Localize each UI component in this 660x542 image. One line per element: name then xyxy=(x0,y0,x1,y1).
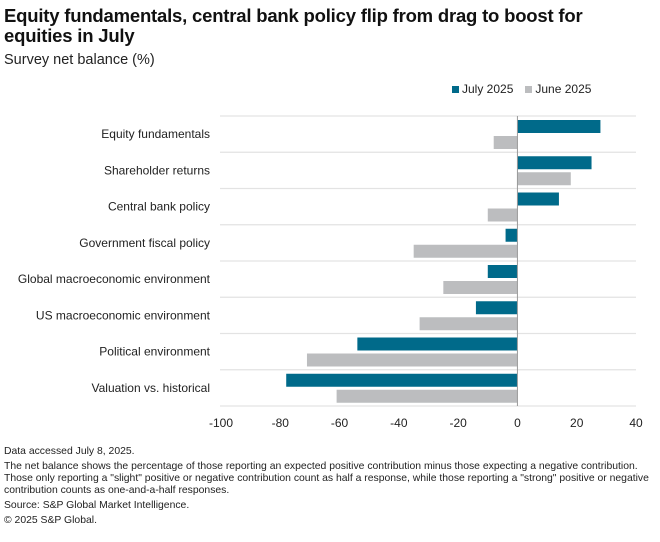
x-tick-label: -20 xyxy=(449,416,467,430)
bar-june-2025 xyxy=(336,389,518,403)
legend-item-july: July 2025 xyxy=(452,82,513,96)
legend: July 2025 June 2025 xyxy=(452,82,603,96)
category-labels: Equity fundamentals Shareholder returns Ce… xyxy=(18,127,211,395)
x-tick-label: -100 xyxy=(209,416,233,430)
bar-june-2025 xyxy=(413,244,518,258)
category-label: Central bank policy xyxy=(108,200,210,214)
category-label: Global macroeconomic environment xyxy=(18,272,211,286)
legend-label-june: June 2025 xyxy=(535,82,592,96)
legend-label-july: July 2025 xyxy=(462,82,514,96)
bar-july-2025 xyxy=(286,373,518,387)
footer-note: The net balance shows the percentage of … xyxy=(4,460,649,497)
legend-swatch-july xyxy=(452,85,459,93)
category-label: Political environment xyxy=(99,345,210,359)
x-tick-label: -60 xyxy=(331,416,349,430)
bar-june-2025 xyxy=(443,281,518,294)
bar-july-2025 xyxy=(487,265,518,278)
category-label: Shareholder returns xyxy=(104,163,210,177)
legend-swatch-june xyxy=(525,85,533,93)
x-tick-label: -80 xyxy=(272,416,290,430)
bar-july-2025 xyxy=(517,192,559,206)
category-label: Government fiscal policy xyxy=(79,236,210,250)
x-tick-label: -40 xyxy=(390,416,408,430)
footer: Data accessed July 8, 2025. The net bala… xyxy=(4,446,656,529)
bar-july-2025 xyxy=(517,156,592,170)
chart-subtitle: Survey net balance (%) xyxy=(4,52,155,68)
bar-july-2025 xyxy=(357,337,518,351)
footer-copyright: © 2025 S&P Global. xyxy=(4,514,97,526)
gridlines xyxy=(220,115,636,407)
bar-june-2025 xyxy=(419,317,518,331)
footer-accessed: Data accessed July 8, 2025. xyxy=(4,446,135,457)
category-label: Equity fundamentals xyxy=(101,127,210,141)
bar-june-2025 xyxy=(306,353,518,367)
x-tick-labels: -100 -80 -60 -40 -20 0 20 40 xyxy=(209,416,643,430)
bars xyxy=(286,120,601,403)
legend-item-june: June 2025 xyxy=(525,82,591,96)
bar-chart: Equity fundamentals Shareholder returns Ce… xyxy=(18,115,643,430)
bar-june-2025 xyxy=(493,136,518,149)
category-label: US macroeconomic environment xyxy=(36,308,211,322)
bar-july-2025 xyxy=(475,301,518,315)
chart-title: Equity fundamentals, central bank policy… xyxy=(4,5,583,46)
bar-july-2025 xyxy=(517,120,601,133)
bar-june-2025 xyxy=(517,172,571,186)
category-label: Valuation vs. historical xyxy=(92,381,211,395)
bar-june-2025 xyxy=(487,208,518,222)
footer-source: Source: S&P Global Market Intelligence. xyxy=(4,499,190,511)
x-tick-label: 40 xyxy=(629,416,643,430)
x-tick-label: 0 xyxy=(514,416,521,430)
bar-july-2025 xyxy=(505,228,518,242)
x-tick-label: 20 xyxy=(570,416,584,430)
